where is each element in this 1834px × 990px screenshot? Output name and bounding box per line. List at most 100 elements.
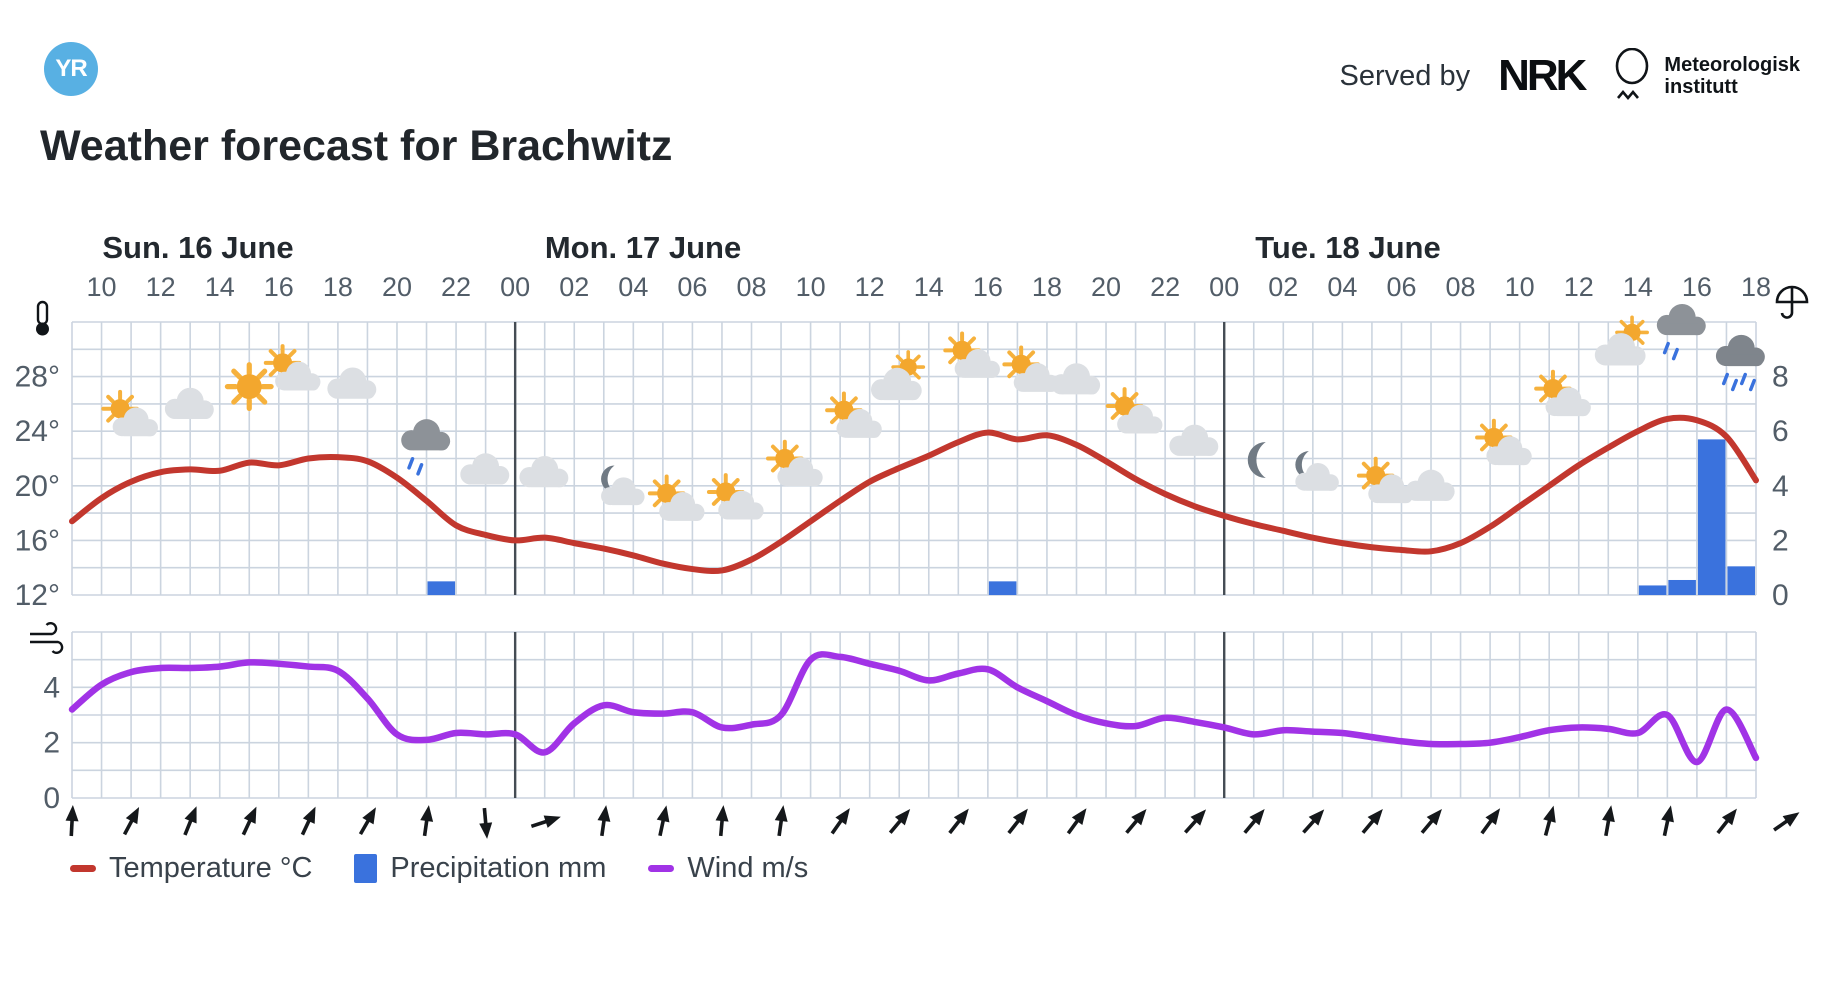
yr-logo[interactable]: YR [44, 42, 98, 96]
page-title: Weather forecast for Brachwitz [40, 122, 673, 170]
precip-axis-label: 8 [1772, 361, 1789, 394]
wind-direction-arrow [1543, 805, 1556, 836]
weather-icon-rain_light [1656, 303, 1706, 361]
precip-axis-label: 2 [1772, 524, 1789, 557]
hour-tick-label: 06 [677, 272, 707, 302]
temperature-legend-label: Temperature °C [109, 852, 313, 884]
weather-icon-cloud_sun [870, 350, 926, 401]
wind-direction-arrow [715, 805, 729, 837]
wind-direction-arrow [358, 807, 376, 836]
temperature-line [69, 414, 1759, 575]
hour-tick-label: 04 [618, 272, 648, 302]
weather-icon-cloud [327, 367, 377, 399]
day-label: Tue. 18 June [1255, 230, 1441, 265]
precip-axis-label: 6 [1772, 415, 1789, 448]
wind-direction-arrow [1602, 805, 1615, 837]
wind-direction-arrow [241, 806, 257, 836]
wind-direction-arrow [1361, 808, 1383, 834]
thermometer-icon [36, 300, 49, 336]
weather-icon-rain [1715, 334, 1765, 392]
hour-tick-label: 18 [1032, 272, 1062, 302]
hour-tick-label: 02 [1268, 272, 1298, 302]
wind-direction-arrow [1302, 809, 1325, 834]
weather-icon-sun_cloud [1002, 345, 1060, 392]
precip-axis-label: 4 [1772, 470, 1789, 503]
served-by-text: Served by [1339, 59, 1471, 92]
wind-legend-label: Wind m/s [687, 852, 809, 884]
wind-direction-arrow [1007, 808, 1028, 835]
wind-axis-label: 4 [43, 671, 60, 704]
hour-tick-label: 08 [736, 272, 766, 302]
wind-direction-arrow [888, 808, 911, 834]
hour-tick-label: 12 [146, 272, 176, 302]
weather-icon-rain_light [401, 419, 451, 476]
umbrella-icon [1775, 285, 1809, 319]
wind-direction-arrow [597, 805, 611, 837]
legend-item-wind: Wind m/s [648, 852, 808, 885]
yr-logo-text: YR [55, 55, 87, 82]
chart-legend: Temperature °C Precipitation mm Wind m/s [70, 852, 808, 885]
weather-icon-sun_cloud [1105, 387, 1163, 434]
hour-tick-label: 00 [500, 272, 530, 302]
hour-tick-label: 14 [1623, 272, 1653, 302]
legend-item-precipitation: Precipitation mm [354, 852, 606, 885]
wind-direction-arrow [1183, 809, 1207, 834]
hour-tick-label: 16 [1682, 272, 1712, 302]
weather-icon-sun_cloud [943, 331, 1000, 378]
weather-icon-sun_cloud [1475, 418, 1532, 466]
legend-item-temperature: Temperature °C [70, 852, 312, 885]
temp-axis-label: 16° [15, 524, 60, 557]
hour-tick-label: 12 [855, 272, 885, 302]
weather-icon-sun_cloud [1534, 369, 1591, 417]
hour-tick-label: 08 [1446, 272, 1476, 302]
wind-line [68, 651, 1760, 766]
weather-icon-sun [224, 362, 274, 412]
wind-direction-arrow [948, 808, 969, 835]
hour-tick-label: 14 [914, 272, 944, 302]
met-institute-icon [1616, 48, 1649, 101]
served-by-block: Served by NRK Meteorologisk institutt [1340, 48, 1800, 104]
hour-tick-label: 18 [1741, 272, 1771, 302]
weather-icon-moon_cloud [1295, 451, 1339, 491]
weather-icon-cloud [164, 387, 214, 419]
hour-tick-label: 10 [796, 272, 826, 302]
precipitation-bar [1668, 579, 1696, 595]
wind-direction-arrow [1125, 808, 1147, 834]
day-label: Mon. 17 June [545, 230, 741, 265]
wind-direction-arrow [1716, 808, 1737, 835]
temp-axis-label: 28° [15, 361, 60, 394]
wind-direction-arrow [65, 805, 79, 837]
temperature-legend-mark [70, 865, 96, 872]
hour-tick-label: 22 [441, 272, 471, 302]
weather-icon-moon [1247, 442, 1266, 479]
weather-icon-cloud [519, 456, 569, 488]
hour-tick-label: 04 [1327, 272, 1357, 302]
wind-direction-arrow [530, 815, 561, 829]
weather-icon-sun_cloud [766, 439, 823, 487]
hour-tick-label: 00 [1209, 272, 1239, 302]
weather-icon-cloud [1051, 363, 1101, 395]
weather-icon-cloud [1405, 469, 1455, 501]
hour-tick-label: 18 [323, 272, 353, 302]
weather-icon-moon_cloud [601, 465, 645, 506]
wind-direction-arrow [1773, 812, 1800, 832]
hour-tick-label: 16 [264, 272, 294, 302]
hour-tick-label: 10 [87, 272, 117, 302]
hour-tick-label: 20 [382, 272, 412, 302]
wind-direction-arrow [300, 806, 316, 836]
hour-tick-label: 12 [1564, 272, 1594, 302]
precipitation-bar [1638, 585, 1667, 595]
met-logo[interactable]: Meteorologisk institutt [1612, 48, 1800, 104]
weather-icon-cloud [460, 453, 510, 485]
wind-direction-arrow [1661, 805, 1674, 837]
precipitation-bar [1727, 566, 1755, 595]
wind-axis-label: 0 [43, 782, 60, 815]
wind-direction-arrow [774, 805, 788, 837]
hour-tick-label: 20 [1091, 272, 1121, 302]
nrk-logo[interactable]: NRK [1498, 51, 1587, 100]
day-label: Sun. 16 June [102, 230, 293, 265]
precipitation-legend-mark [354, 854, 378, 883]
hour-tick-label: 02 [559, 272, 589, 302]
wind-direction-arrow [1420, 808, 1442, 834]
